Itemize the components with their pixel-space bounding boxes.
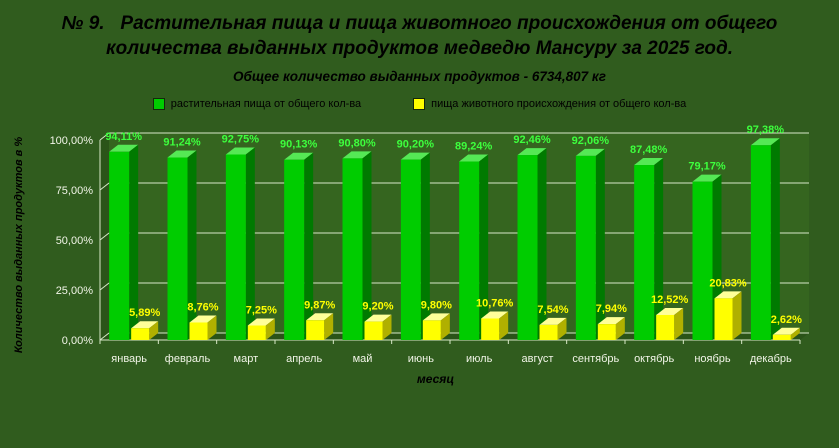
x-tick-label: март — [234, 353, 259, 365]
legend-item-plant: растительная пища от общего кол-ва — [152, 98, 362, 111]
value-label: 7,94% — [596, 303, 627, 315]
value-label: 8,76% — [187, 302, 218, 314]
bar-chart-svg: 0,00% 25,00% 50,00% 75,00% 100,00% январь 94,1… — [50, 125, 809, 365]
value-label: 92,75% — [222, 134, 260, 146]
bar — [772, 328, 800, 341]
y-axis-title: Количество выданных продуктов в % — [13, 137, 25, 354]
x-tick-label: май — [353, 353, 373, 365]
y-tick-label: 100,00% — [50, 135, 94, 147]
value-label: 89,24% — [455, 141, 493, 153]
value-label: 10,76% — [476, 298, 514, 310]
x-tick-label: февраль — [165, 353, 211, 365]
value-label: 91,24% — [163, 137, 201, 149]
chart-subtitle: Общее количество выданных продуктов - 67… — [233, 69, 606, 85]
bar — [189, 315, 217, 341]
value-label: 90,80% — [338, 138, 376, 150]
bar — [539, 318, 567, 341]
bar — [284, 153, 314, 341]
value-label: 87,48% — [630, 144, 668, 156]
y-tick-label: 75,00% — [56, 185, 94, 197]
bar — [481, 311, 509, 341]
value-label: 94,11% — [105, 131, 142, 143]
x-tick-label: ноябрь — [694, 353, 731, 365]
bar — [517, 148, 547, 341]
value-label: 92,06% — [572, 135, 610, 147]
bar — [597, 317, 625, 341]
animal-food-swatch-icon — [413, 98, 426, 111]
bar — [400, 152, 430, 341]
value-label: 97,38% — [747, 125, 785, 137]
x-tick-label: апрель — [286, 353, 322, 365]
bar — [225, 147, 255, 341]
y-tick-label: 25,00% — [56, 285, 94, 297]
bar — [459, 154, 489, 341]
value-label: 5,89% — [129, 308, 160, 320]
legend: растительная пища от общего кол-ва пища … — [0, 98, 839, 111]
bar — [364, 314, 392, 341]
value-label: 9,20% — [362, 301, 393, 313]
value-label: 2,62% — [771, 314, 802, 326]
value-label: 90,20% — [397, 139, 435, 151]
bar — [247, 318, 275, 341]
y-tick-label: 50,00% — [56, 235, 94, 247]
x-tick-label: июнь — [408, 353, 434, 365]
x-tick-label: июль — [466, 353, 493, 365]
chart-area: Количество выданных продуктов в % 0,00% 2… — [0, 120, 839, 370]
value-label: 7,54% — [537, 304, 568, 316]
bar — [131, 321, 159, 341]
value-label: 79,17% — [688, 161, 726, 173]
value-label: 92,46% — [513, 134, 551, 146]
bar — [750, 138, 780, 341]
gridline — [99, 282, 110, 291]
y-tick-label: 0,00% — [62, 335, 93, 347]
x-tick-label: август — [522, 353, 554, 365]
bar — [306, 313, 334, 341]
gridline — [99, 182, 110, 191]
gridline — [99, 132, 110, 141]
x-tick-label: декабрь — [750, 353, 792, 365]
bar — [634, 158, 664, 341]
value-label: 7,25% — [246, 305, 277, 317]
plot-floor — [100, 333, 809, 341]
bar — [656, 308, 684, 341]
value-label: 90,13% — [280, 139, 318, 151]
chart-title: № 9. Растительная пища и пища животного … — [61, 13, 778, 59]
x-tick-label: сентябрь — [572, 353, 619, 365]
legend-item-animal: пища животного происхождения от общего к… — [413, 98, 687, 111]
plant-food-swatch-icon — [152, 98, 165, 111]
gridline — [99, 332, 110, 341]
legend-label-animal: пища животного происхождения от общего к… — [431, 98, 687, 111]
bar — [342, 151, 372, 341]
bar — [714, 291, 742, 341]
bar — [167, 150, 197, 341]
bar — [422, 313, 450, 341]
bar — [109, 145, 139, 341]
value-label: 12,52% — [651, 294, 689, 306]
value-label: 9,87% — [304, 300, 335, 312]
value-label: 20,83% — [709, 278, 747, 290]
chart-page: № 9. Растительная пища и пища животного … — [0, 12, 839, 448]
bar — [575, 149, 605, 341]
x-axis-title: месяц — [416, 372, 455, 387]
value-label: 9,80% — [421, 300, 452, 312]
x-tick-label: январь — [111, 353, 147, 365]
gridline — [99, 232, 110, 241]
x-tick-label: октябрь — [634, 353, 674, 365]
legend-label-plant: растительная пища от общего кол-ва — [170, 98, 362, 111]
